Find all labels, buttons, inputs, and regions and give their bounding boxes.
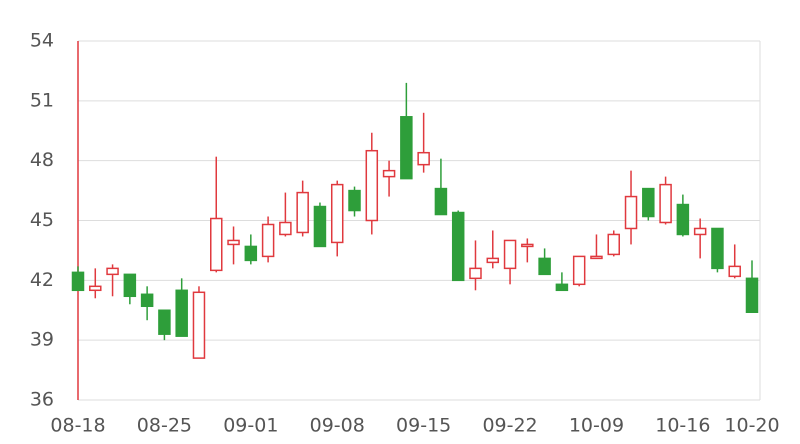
- candle-body: [538, 257, 551, 276]
- x-tick-label: 09-22: [482, 415, 537, 437]
- candle-body: [607, 233, 620, 256]
- candle-body: [451, 211, 465, 282]
- y-tick-label: 51: [30, 89, 54, 111]
- candle-body: [296, 191, 309, 234]
- y-tick-label: 42: [30, 269, 54, 291]
- candle-body: [244, 245, 258, 262]
- candle-body: [123, 273, 137, 298]
- candle-body: [728, 265, 741, 278]
- x-tick-label: 10-16: [655, 415, 710, 437]
- candle-body: [469, 267, 482, 280]
- candle-body: [210, 217, 223, 272]
- candle-body: [175, 289, 188, 337]
- candle-body: [503, 239, 517, 270]
- candle-body: [434, 187, 448, 216]
- candle-body: [572, 255, 586, 286]
- candle-body: [227, 239, 240, 246]
- candle-body: [192, 291, 206, 359]
- y-tick-label: 48: [30, 149, 54, 171]
- candle-body: [555, 283, 569, 292]
- y-tick-label: 39: [30, 329, 54, 351]
- x-tick-label: 10-09: [569, 415, 624, 437]
- candle-body: [521, 243, 534, 248]
- candle-body: [659, 183, 672, 224]
- candle-body: [71, 271, 85, 292]
- candle-body: [106, 267, 119, 276]
- candle-body: [642, 187, 655, 218]
- candle-body: [365, 149, 379, 222]
- candle-body: [400, 116, 413, 180]
- candle-body: [348, 189, 361, 212]
- candle-body: [693, 227, 707, 236]
- candle-body: [279, 221, 292, 236]
- x-tick-label: 09-08: [310, 415, 365, 437]
- x-tick-label: 08-25: [137, 415, 192, 437]
- x-tick-label: 09-01: [223, 415, 278, 437]
- y-tick-label: 45: [30, 209, 54, 231]
- candle-body: [261, 223, 275, 258]
- candle-body: [382, 169, 396, 178]
- candle-body: [711, 227, 724, 270]
- candle-body: [624, 195, 638, 230]
- x-tick-label: 09-15: [396, 415, 451, 437]
- candle-body: [313, 205, 327, 248]
- candle-body: [745, 277, 759, 313]
- y-tick-label: 54: [30, 30, 54, 52]
- candle-body: [676, 203, 690, 236]
- candle-body: [590, 255, 603, 260]
- x-tick-label: 10-20: [724, 415, 779, 437]
- candle-body: [330, 183, 344, 244]
- candle-body: [486, 257, 500, 264]
- candle-body: [158, 309, 171, 335]
- candle-body: [140, 293, 154, 308]
- candle-body: [89, 285, 102, 292]
- x-tick-label: 08-18: [50, 415, 105, 437]
- y-tick-label: 36: [30, 389, 54, 411]
- candle-body: [417, 151, 430, 166]
